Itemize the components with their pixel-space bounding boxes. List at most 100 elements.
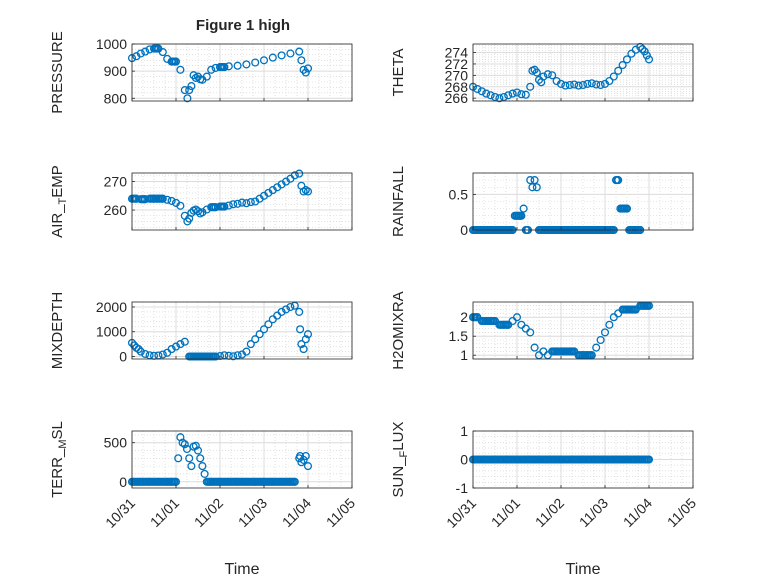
ylabel-rainfall: RAINFALL [390,166,407,237]
data-point [296,325,305,334]
data-point [569,347,578,356]
data-point [185,454,194,463]
data-point [587,79,596,88]
data-point [528,183,537,192]
xtick-label: 11/05 [664,495,700,531]
data-point [565,80,574,90]
data-point [530,176,539,185]
data-point [638,45,647,54]
panel-rainfall: 0 0.5 RAINFALL [390,166,694,238]
ylabel-pressure: PRESSURE [49,31,66,114]
ylabel-h2omixra: H2OMIXRA [390,291,407,369]
data-point [176,201,185,210]
data-point [251,58,260,67]
data-point [297,340,306,349]
data-point [532,68,541,77]
data-point [504,91,513,100]
ylabel-terr_msl: TERR_MSL [49,421,69,498]
data-point [556,79,566,88]
data-point [202,72,211,81]
data-point [530,343,539,352]
data-point [187,462,196,471]
xlabel: Time [566,561,601,578]
data-point [526,328,535,337]
data-point [526,176,535,185]
figure-title: Figure 1 high [196,17,290,34]
data-point [299,345,308,354]
ylabel-air_temp: AIR_TEMP [49,165,69,238]
data-point [301,335,310,344]
data-point [277,51,286,60]
data-point [613,176,622,185]
xtick-label: 11/02 [532,495,568,531]
data-point [219,202,229,211]
data-point [303,187,313,196]
ytick-label: 1000 [96,36,127,52]
ylabel-sun_flux: SUN_FLUX [390,422,410,498]
data-point [574,81,583,90]
ytick-label: 0 [460,222,468,238]
panel-air_temp: 260 270 AIR_TEMP [49,165,353,238]
data-point [297,458,306,467]
data-point [583,79,592,88]
data-point [242,60,251,69]
panel-h2omixra: 1 1.5 2 H2OMIXRA [390,291,694,370]
ytick-label: 270 [104,174,128,190]
data-point [605,320,614,329]
data-point [532,183,541,192]
data-point [627,49,636,58]
ytick-label: 800 [104,90,128,106]
data-point [242,199,251,208]
data-point [176,65,185,74]
data-point [233,61,242,70]
xtick-label: 10/31 [443,495,479,531]
data-point [171,342,181,351]
xtick-label: 11/03 [576,495,612,531]
data-point [281,305,291,314]
data-point [490,92,500,102]
data-point [286,302,295,312]
data-point [303,64,313,73]
data-point [303,462,313,471]
ytick-label: 2 [460,309,468,325]
data-point [622,204,631,213]
data-point [495,94,504,103]
ytick-label: 0 [119,349,127,365]
data-point [158,350,167,359]
data-point [200,469,209,478]
data-point [622,55,632,64]
data-point [644,455,653,464]
data-point [255,330,264,339]
ytick-label: 1 [460,423,468,439]
data-point [512,88,522,97]
data-point [180,86,189,95]
xtick-label: 11/05 [323,495,359,531]
data-point [191,441,200,450]
data-point [605,76,614,86]
data-point [614,66,623,75]
data-point [259,325,269,334]
data-point [539,72,548,81]
data-point [517,90,526,99]
ytick-label: 1.5 [449,328,469,344]
data-point [167,345,176,354]
data-point [508,89,517,98]
data-point [167,196,176,205]
data-point [196,454,205,463]
ytick-label: 272 [445,56,469,72]
ylabel-mixdepth: MIXDEPTH [49,292,66,370]
data-point [246,340,255,349]
data-point [516,211,525,220]
data-point [482,89,491,98]
data-point [512,313,522,322]
ytick-label: 0 [119,474,127,490]
data-point [237,198,247,207]
panel-mixdepth: 0 1000 2000 MIXDEPTH [49,292,353,370]
data-point [295,169,304,178]
data-point [592,80,601,89]
data-point [171,57,180,66]
xtick-label: 10/31 [102,495,138,531]
xtick-label: 11/01 [488,495,524,531]
data-point [259,56,269,65]
ytick-label: 260 [104,202,128,218]
